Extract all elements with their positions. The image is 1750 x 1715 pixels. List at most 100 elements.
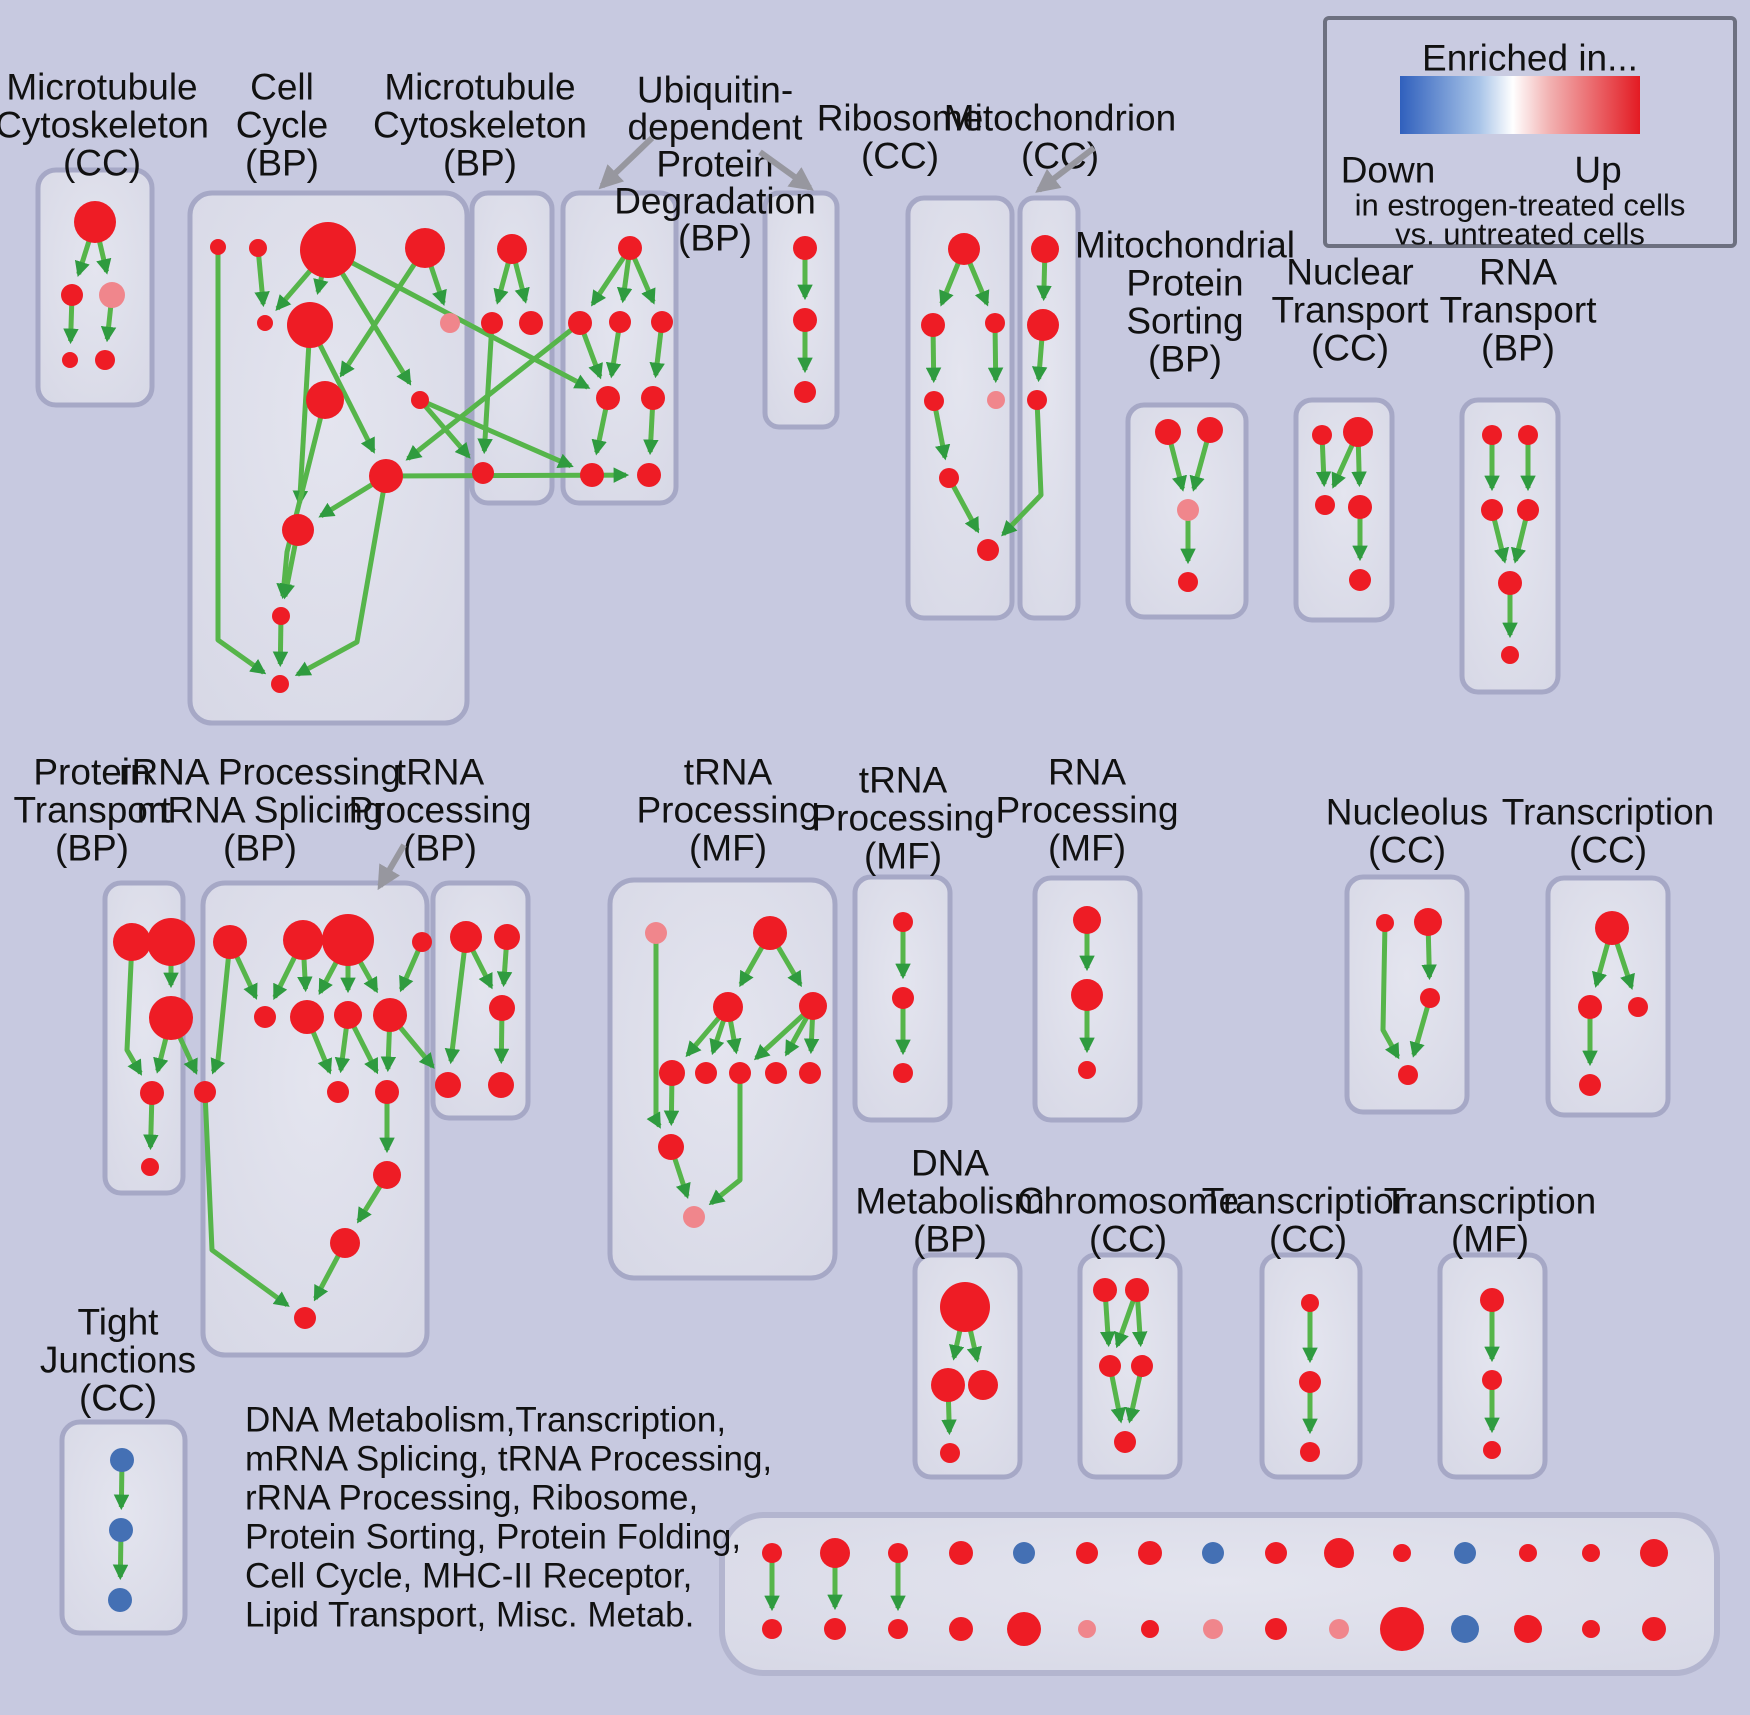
go-term-node: [921, 313, 945, 337]
group-label: Cell: [250, 67, 314, 108]
group-label: (CC): [861, 136, 939, 177]
group-label: (BP): [443, 143, 517, 184]
group-label: Microtubule: [384, 67, 575, 108]
go-term-node: [1349, 569, 1371, 591]
go-term-node: [405, 228, 445, 268]
go-term-node: [753, 916, 787, 950]
group-label: Nucleolus: [1326, 792, 1488, 833]
group-label: RNA: [1479, 252, 1557, 293]
go-term-node: [194, 1081, 216, 1103]
go-term-node: [1482, 425, 1502, 445]
group-box-nucleolus-cc: [1344, 874, 1470, 1115]
footnote-line: Lipid Transport, Misc. Metab.: [245, 1596, 694, 1635]
go-term-node: [1329, 1619, 1349, 1639]
go-term-node: [330, 1228, 360, 1258]
go-term-node: [1393, 1544, 1411, 1562]
go-term-node: [1414, 908, 1442, 936]
group-box-transcription-cc-mid: [1545, 875, 1671, 1118]
go-term-node: [1078, 1061, 1096, 1079]
go-term-node: [568, 311, 592, 335]
go-term-node: [1348, 495, 1372, 519]
group-label: Transport: [1272, 290, 1430, 331]
group-label: Sorting: [1126, 301, 1243, 342]
go-term-node: [300, 222, 356, 278]
go-term-node: [108, 1588, 132, 1612]
legend-title: Enriched in...: [1422, 38, 1638, 79]
go-term-node: [294, 1307, 316, 1329]
relation-edge: [444, 936, 469, 1065]
go-term-node: [1578, 995, 1602, 1019]
label-pointer-arrow: [758, 149, 814, 191]
group-label: Ubiquitin-: [637, 70, 793, 111]
group-label: (MF): [1048, 828, 1126, 869]
group-label: Junctions: [40, 1340, 196, 1381]
go-term-node: [1595, 911, 1629, 945]
group-label: (BP): [1148, 339, 1222, 380]
go-term-node: [1483, 1441, 1501, 1459]
go-term-node: [1628, 997, 1648, 1017]
go-term-node: [1582, 1620, 1600, 1638]
group-label: tRNA: [396, 752, 485, 793]
group-label: Transport: [14, 790, 172, 831]
group-label: (BP): [245, 143, 319, 184]
go-term-node: [1131, 1355, 1153, 1377]
go-term-node: [1300, 1442, 1320, 1462]
go-term-node: [820, 1538, 850, 1568]
relation-edge: [307, 323, 376, 454]
go-term-node: [306, 381, 344, 419]
go-term-node: [658, 1134, 684, 1160]
go-term-node: [1324, 1538, 1354, 1568]
go-term-node: [99, 282, 125, 308]
group-label: (BP): [678, 218, 752, 259]
go-term-node: [659, 1060, 685, 1086]
go-term-node: [888, 1543, 908, 1563]
group-box-transcription-mf: [1437, 1252, 1548, 1480]
footnote-line: Protein Sorting, Protein Folding,: [245, 1518, 741, 1557]
group-box-rna-transport-bp: [1459, 397, 1561, 695]
go-term-node: [1114, 1431, 1136, 1453]
relation-edge: [405, 321, 582, 461]
group-label: (BP): [223, 828, 297, 869]
go-term-node: [1071, 979, 1103, 1011]
go-term-node: [618, 236, 642, 260]
go-term-node: [931, 1368, 965, 1402]
group-label: Cytoskeleton: [0, 105, 209, 146]
group-label: Transcription: [1202, 1181, 1414, 1222]
go-term-node: [1380, 1607, 1424, 1651]
go-term-node: [369, 459, 403, 493]
group-box-ubiquitin-degradation-bp-box1: [560, 190, 679, 506]
go-term-node: [249, 239, 267, 257]
group-label: RNA: [1048, 752, 1126, 793]
relation-edge: [254, 247, 270, 308]
group-label: Mitochondrion: [944, 98, 1176, 139]
go-term-node: [1517, 499, 1539, 521]
go-term-node: [61, 284, 83, 306]
relation-edge: [215, 247, 267, 675]
group-label: (BP): [1481, 328, 1555, 369]
relation-edge: [202, 1091, 290, 1308]
go-term-node: [1202, 1542, 1224, 1564]
go-term-node: [1642, 1617, 1666, 1641]
go-term-node: [1099, 1355, 1121, 1377]
go-term-node: [494, 924, 520, 950]
relation-edge: [210, 941, 233, 1075]
group-label: (MF): [864, 836, 942, 877]
group-label: (BP): [403, 828, 477, 869]
go-term-node: [1299, 1371, 1321, 1393]
legend: Enriched in... Down Up in estrogen-treat…: [1323, 16, 1737, 252]
group-label: Processing: [636, 790, 819, 831]
go-term-node: [949, 1541, 973, 1565]
go-term-node: [948, 233, 980, 265]
group-label: (BP): [913, 1219, 987, 1260]
go-term-node: [641, 386, 665, 410]
go-term-node: [637, 463, 661, 487]
group-label: Processing: [995, 790, 1178, 831]
group-label: mRNA Splicing: [137, 790, 384, 831]
go-term-node: [1093, 1278, 1117, 1302]
go-term-node: [1582, 1544, 1600, 1562]
go-term-node: [140, 1081, 164, 1105]
go-term-node: [1203, 1619, 1223, 1639]
go-term-node: [1073, 906, 1101, 934]
group-label: Cytoskeleton: [373, 105, 587, 146]
